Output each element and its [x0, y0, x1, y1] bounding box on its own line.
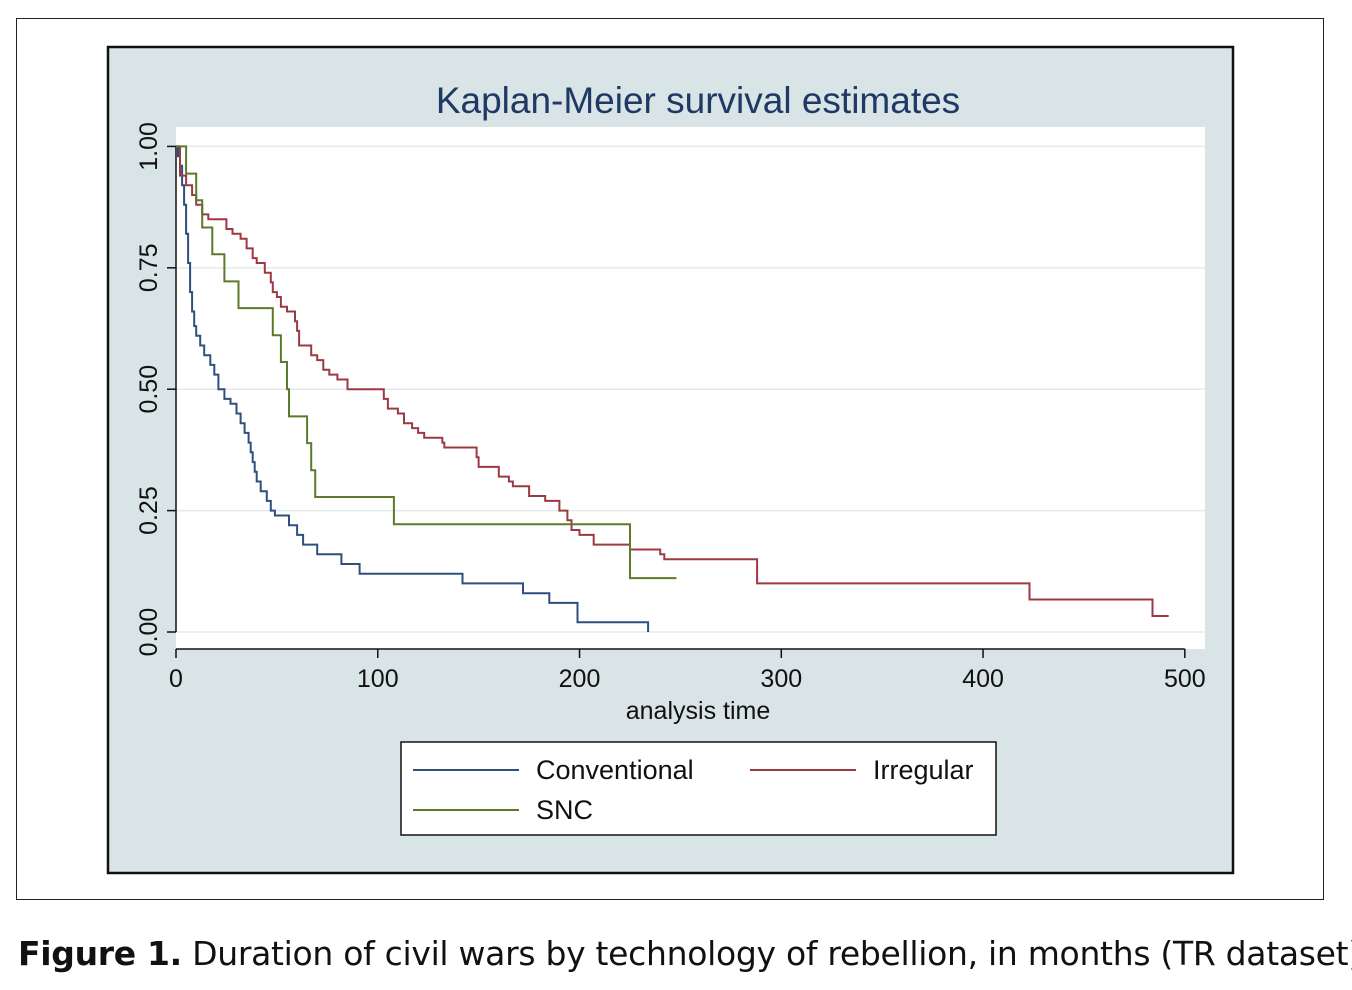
- y-tick-label-3: 0.75: [135, 243, 163, 292]
- chart-title: Kaplan-Meier survival estimates: [436, 80, 960, 121]
- y-tick-label-4: 1.00: [135, 122, 163, 171]
- km-chart: Kaplan-Meier survival estimates 0.00 0.25…: [106, 45, 1235, 875]
- series-lines: [176, 145, 1169, 632]
- y-tick-label-0: 0.00: [135, 608, 163, 657]
- x-tick-label-0: 0: [169, 665, 183, 693]
- figure-caption: Figure 1. Duration of civil wars by tech…: [18, 934, 1352, 973]
- plot-area: [176, 127, 1205, 649]
- x-tick-label-5: 500: [1164, 665, 1206, 693]
- grid-lines: [176, 145, 1205, 633]
- x-tick-label-2: 200: [559, 665, 601, 693]
- x-axis-title: analysis time: [626, 697, 771, 725]
- caption-text: Duration of civil wars by technology of …: [181, 934, 1352, 973]
- axes: 0.00 0.25 0.50 0.75 1.00 0 100 200 300 400 500: [135, 122, 1206, 693]
- legend-label-irregular: Irregular: [873, 755, 974, 785]
- legend-label-conventional: Conventional: [536, 755, 694, 785]
- x-tick-label-4: 400: [962, 665, 1004, 693]
- legend-label-snc: SNC: [536, 795, 593, 825]
- legend: Conventional Irregular SNC: [413, 755, 974, 825]
- x-tick-label-1: 100: [357, 665, 399, 693]
- series-line-conventional: [176, 145, 650, 632]
- y-tick-label-2: 0.50: [135, 365, 163, 414]
- series-line-snc: [176, 145, 677, 580]
- series-line-irregular: [176, 145, 1169, 617]
- x-tick-label-3: 300: [760, 665, 802, 693]
- y-tick-label-1: 0.25: [135, 486, 163, 535]
- caption-label: Figure 1.: [18, 934, 182, 973]
- legend-box: [400, 741, 997, 836]
